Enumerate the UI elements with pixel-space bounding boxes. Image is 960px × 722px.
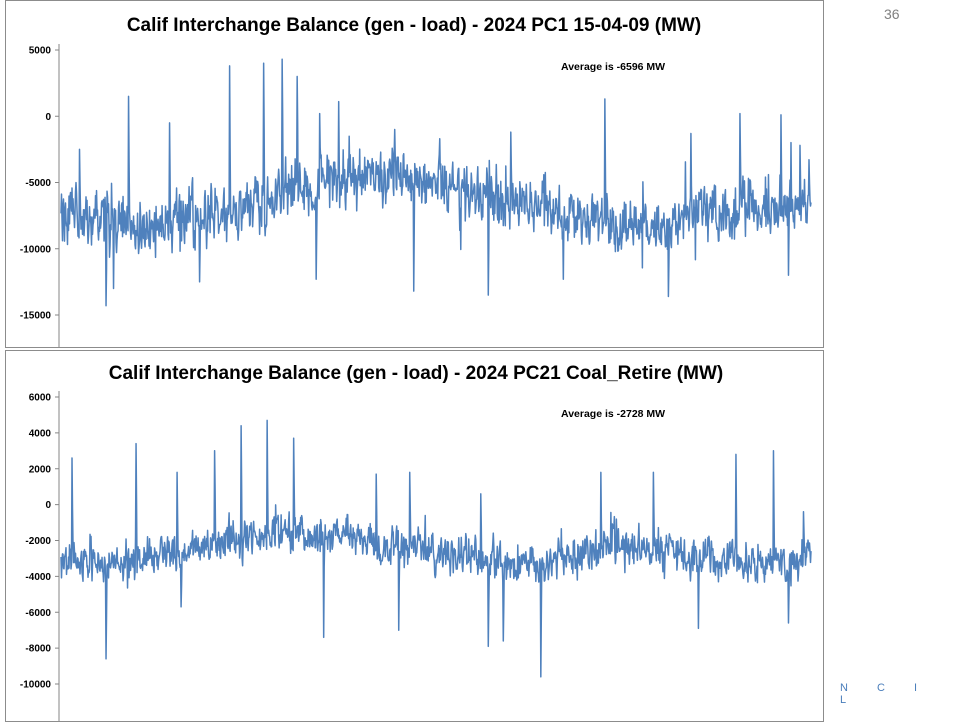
y-tick-label: -10000: [20, 244, 52, 255]
y-tick-label: -2000: [25, 536, 51, 547]
chart-interchange-pc21-svg: Calif Interchange Balance (gen - load) -…: [20, 363, 812, 721]
y-tick-label: 0: [45, 112, 51, 123]
average-annotation: Average is -2728 MW: [561, 408, 665, 420]
page-number: 36: [884, 6, 900, 22]
chart-title: Calif Interchange Balance (gen - load) -…: [109, 363, 723, 384]
chart-interchange-pc21: Calif Interchange Balance (gen - load) -…: [5, 350, 824, 722]
chart-title: Calif Interchange Balance (gen - load) -…: [127, 15, 701, 36]
chart-interchange-pc1: Calif Interchange Balance (gen - load) -…: [5, 0, 824, 348]
y-axis: 5000 0 -5000 -10000 -15000: [20, 44, 60, 347]
series-line: [60, 419, 812, 678]
chart-interchange-pc1-svg: Calif Interchange Balance (gen - load) -…: [20, 15, 812, 347]
average-annotation: Average is -6596 MW: [561, 61, 665, 73]
y-tick-label: 5000: [29, 46, 52, 57]
y-tick-label: 0: [45, 500, 51, 511]
series-line: [60, 58, 812, 307]
y-tick-label: -6000: [25, 608, 51, 619]
plot-area: [60, 419, 812, 678]
y-tick-label: -4000: [25, 572, 51, 583]
footer-letters: N C I L: [840, 682, 931, 706]
y-tick-label: -10000: [20, 680, 52, 691]
y-tick-label: 2000: [29, 464, 52, 475]
y-tick-label: 4000: [29, 428, 52, 439]
y-axis: 6000 4000 2000 0 -2000 -4000 -6000 -8000 -10000: [20, 391, 60, 721]
y-tick-label: 6000: [29, 393, 52, 404]
y-tick-label: -5000: [25, 178, 51, 189]
plot-area: [60, 58, 812, 307]
y-tick-label: -15000: [20, 311, 52, 322]
y-tick-label: -8000: [25, 644, 51, 655]
